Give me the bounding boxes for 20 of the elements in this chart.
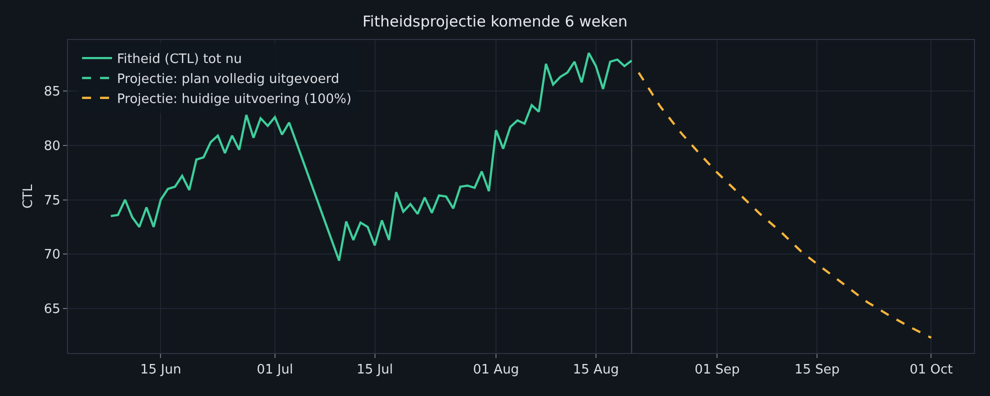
x-tick-label: 15 Sep [794, 362, 840, 378]
y-tick-label: 65 [44, 302, 60, 317]
y-axis-title: CTL [20, 184, 36, 209]
x-tick-label: 15 Aug [572, 362, 619, 378]
line-series [110, 52, 633, 262]
y-tick-label: 80 [44, 138, 60, 154]
y-tick-label: 75 [44, 193, 60, 208]
legend-label: Projectie: plan volledig uitgevoerd [117, 72, 340, 88]
y-tick-label: 85 [44, 84, 60, 100]
x-tick-label: 15 Jul [356, 362, 393, 378]
x-tick-label: 15 Jun [140, 362, 182, 378]
x-tick-label: 01 Aug [473, 362, 520, 378]
line-series [638, 72, 932, 339]
x-tick-label: 01 Sep [694, 362, 740, 378]
legend-label: Projectie: huidige uitvoering (100%) [117, 92, 352, 107]
legend-label: Fitheid (CTL) tot nu [117, 52, 242, 68]
y-tick-label: 70 [44, 248, 60, 263]
x-tick-label: 01 Jul [256, 362, 294, 378]
chart-title: Fitheidsprojectie komende 6 weken [362, 12, 628, 30]
x-tick-label: 01 Oct [910, 362, 953, 378]
